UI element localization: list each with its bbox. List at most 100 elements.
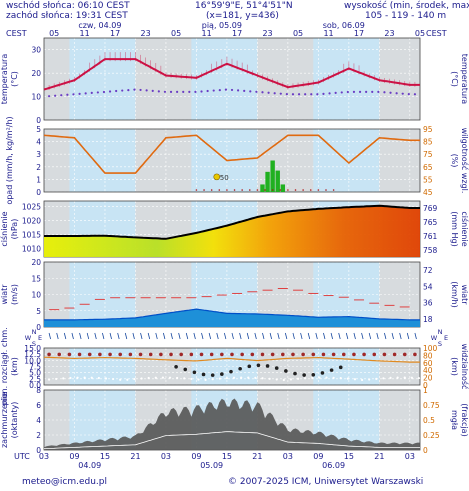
- panel-frame: [43, 347, 421, 386]
- dewpoint-dot: [407, 93, 410, 96]
- cloud-base-dot: [289, 378, 293, 381]
- wind-direction-arrow: [117, 332, 120, 340]
- cloud-base-dot: [346, 377, 349, 380]
- bottom-hour-tick: 03: [405, 452, 415, 461]
- precip-bar: [280, 184, 286, 192]
- dewpoint-dot: [377, 90, 380, 93]
- precip-prob-dot: [271, 189, 274, 191]
- cloud-base-dot: [403, 376, 406, 379]
- dewpoint-dot: [230, 88, 234, 92]
- ytick-label-right: 761: [423, 232, 438, 241]
- ytick-label-right: 72: [423, 266, 433, 275]
- wind-direction-arrow: [399, 332, 402, 340]
- cloud-base-dot: [332, 376, 335, 379]
- cloud-top-dot: [209, 352, 214, 357]
- wind-direction-arrow: [94, 332, 97, 340]
- cloud-base-dot: [204, 378, 207, 381]
- dewpoint-dot: [157, 90, 160, 93]
- cloud-top-dot: [47, 352, 51, 357]
- precip-prob-dot: [294, 189, 297, 191]
- precip-prob-dot: [309, 189, 312, 191]
- cloud-base-dot: [247, 376, 250, 379]
- ytick-label-right: 40: [423, 366, 433, 375]
- cloud-base-dot: [360, 378, 364, 382]
- precip-prob-dot: [203, 189, 205, 191]
- cloud-base-dot: [410, 376, 413, 379]
- wind-direction-arrow: [170, 332, 173, 340]
- ytick-label: 0: [36, 188, 41, 197]
- panel-frame: [43, 128, 421, 193]
- cloud-top-dot: [240, 352, 244, 357]
- ytick-label-right: 54: [423, 282, 433, 291]
- bottom-hour-tick: 15: [100, 452, 110, 461]
- dewpoint-dot: [322, 92, 325, 95]
- night-band: [135, 348, 192, 385]
- sunset-text: zachód słońca: 19:31 CEST: [6, 11, 128, 21]
- cloud-mid-dot: [201, 372, 206, 377]
- top-hour-tick: 11: [323, 29, 333, 38]
- ytick-label: 8: [36, 386, 41, 395]
- ytick-label: 1015: [22, 231, 41, 240]
- dewpoint-dot: [297, 93, 301, 96]
- bottom-hour-tick: 09: [313, 452, 323, 461]
- dewpoint-dot: [291, 93, 295, 96]
- dewpoint-dot: [389, 91, 392, 94]
- cloud-top-dot: [87, 352, 92, 357]
- dewpoint-dot: [310, 93, 313, 96]
- cloud-top-dot: [352, 352, 356, 357]
- dewpoint-dot: [304, 93, 307, 96]
- y-axis-label: ciśnienie: [0, 211, 9, 246]
- precip-bar: [260, 184, 265, 192]
- wind-direction-arrow: [330, 332, 333, 340]
- wind-direction-arrow: [391, 332, 394, 340]
- ytick-label-right: 769: [423, 204, 438, 213]
- cloud-top-dot: [199, 352, 204, 357]
- dewpoint-dot: [133, 88, 136, 91]
- elevation-label: wysokość (min, środek, max): [344, 1, 469, 11]
- ytick-label: 10: [31, 291, 41, 300]
- cloud-top-dot: [148, 352, 153, 357]
- cloud-top-dot: [341, 352, 346, 357]
- cloud-top-dot: [402, 352, 407, 357]
- precip-prob-dot: [195, 189, 198, 191]
- y-axis-label: zachmurzenie: [0, 392, 9, 448]
- compass-south: S: [32, 340, 36, 348]
- cloud-top-dot: [331, 352, 336, 357]
- cloud-base-dot: [232, 376, 236, 379]
- cloud-top-dot: [291, 352, 295, 357]
- cloud-mid-dot: [229, 369, 233, 374]
- y-unit-left: (km): [10, 357, 19, 376]
- wind-direction-arrow: [361, 332, 364, 340]
- wind-direction-arrow: [185, 332, 189, 340]
- wind-direction-arrow: [292, 332, 295, 340]
- cloud-mid-dot: [274, 366, 279, 370]
- ytick-label-right: 45: [423, 188, 433, 197]
- dewpoint-dot: [115, 89, 118, 93]
- cloud-base-dot: [183, 377, 186, 380]
- coordinates-text: 16°59'9"E, 51°4'51"N: [195, 1, 293, 11]
- bottom-hour-tick: 15: [222, 452, 232, 461]
- wind-direction-arrow: [384, 332, 387, 340]
- cloud-top-dot: [362, 352, 366, 357]
- cloud-base-dot: [268, 377, 271, 380]
- precip-prob-dot: [226, 189, 228, 191]
- wind-direction-arrow: [269, 332, 272, 340]
- ytick-label: 5: [36, 125, 41, 134]
- cloud-base-dot: [275, 378, 278, 381]
- wind-direction-arrow: [86, 332, 90, 340]
- precip-bar: [265, 171, 270, 192]
- precip-prob-dot: [287, 189, 289, 191]
- dewpoint-dot: [169, 90, 173, 93]
- grid-position-text: (x=181, y=436): [206, 11, 279, 21]
- footer-email[interactable]: meteo@icm.edu.pl: [22, 477, 107, 487]
- wind-mean-line: [44, 308, 420, 321]
- compass-east-right: E: [444, 334, 448, 342]
- ytick-label: 30: [31, 46, 41, 55]
- cloud-top-dot: [108, 352, 112, 357]
- panel-bg: [44, 38, 420, 120]
- dewpoint-dot: [255, 90, 258, 93]
- dewpoint-dot: [47, 95, 51, 98]
- cloud-mid-dot: [265, 364, 270, 368]
- cloud-base-dot: [147, 376, 150, 380]
- y-axis-label-right: widzialność: [460, 344, 469, 390]
